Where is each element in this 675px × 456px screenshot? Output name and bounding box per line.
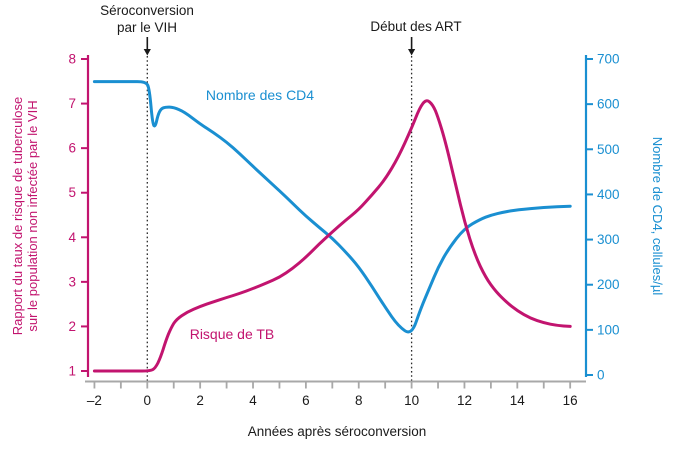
right-axis-tick-label: 700 (597, 51, 620, 66)
tb-risk-curve (92, 99, 572, 373)
left-axis-tick-label: 4 (68, 230, 76, 245)
curves-layer (92, 80, 572, 373)
annotation-art-start: Début des ART (370, 19, 461, 34)
right-axis-title: Nombre de CD4, cellules/µl (650, 137, 665, 296)
x-axis-title: Années après séroconversion (248, 424, 427, 439)
event-lines-layer (143, 37, 416, 382)
x-axis-tick-label: 2 (196, 393, 204, 408)
right-axis-tick-label: 0 (597, 368, 605, 383)
x-axis-tick-label: 6 (302, 393, 310, 408)
right-axis-tick-label: 200 (597, 277, 620, 292)
right-axis-tick-label: 500 (597, 142, 620, 157)
x-axis-tick-label: 14 (510, 393, 526, 408)
right-axis-tick-label: 600 (597, 97, 620, 112)
right-axis-tick-label: 100 (597, 322, 620, 337)
left-axis-tick-label: 1 (68, 364, 76, 379)
x-axis-tick-label: 10 (404, 393, 419, 408)
left-axis-tick-label: 2 (68, 319, 76, 334)
event-arrow-head (143, 49, 151, 56)
left-axis-tick-label: 7 (68, 96, 76, 111)
event-arrow-head (408, 49, 416, 56)
x-axis-tick-label: 0 (144, 393, 152, 408)
ticks-layer (81, 57, 593, 389)
right-axis-tick-label: 300 (597, 232, 620, 247)
cd4-curve (92, 80, 572, 334)
x-axis-tick-label: –2 (87, 393, 102, 408)
axes-layer (85, 55, 588, 383)
series-label-tb-risk: Risque de TB (190, 326, 275, 342)
x-axis-tick-label: 12 (457, 393, 472, 408)
left-axis-tick-label: 8 (68, 52, 76, 67)
annotation-seroconversion-line1: Séroconversion (100, 3, 194, 18)
left-axis-tick-label: 6 (68, 141, 76, 156)
x-axis-tick-label: 8 (355, 393, 363, 408)
annotation-seroconversion-line2: par le VIH (117, 20, 177, 35)
left-axis-title-line2: sur le population non infectée par le VI… (25, 100, 40, 331)
series-label-cd4: Nombre des CD4 (206, 87, 314, 103)
left-axis-title-line1: Rapport du taux de risque de tuberculose (10, 97, 25, 336)
left-axis-tick-label: 3 (68, 274, 76, 289)
right-axis-tick-label: 400 (597, 187, 620, 202)
left-axis-tick-label: 5 (68, 185, 76, 200)
x-axis-tick-label: 4 (249, 393, 257, 408)
x-axis-tick-label: 16 (563, 393, 578, 408)
